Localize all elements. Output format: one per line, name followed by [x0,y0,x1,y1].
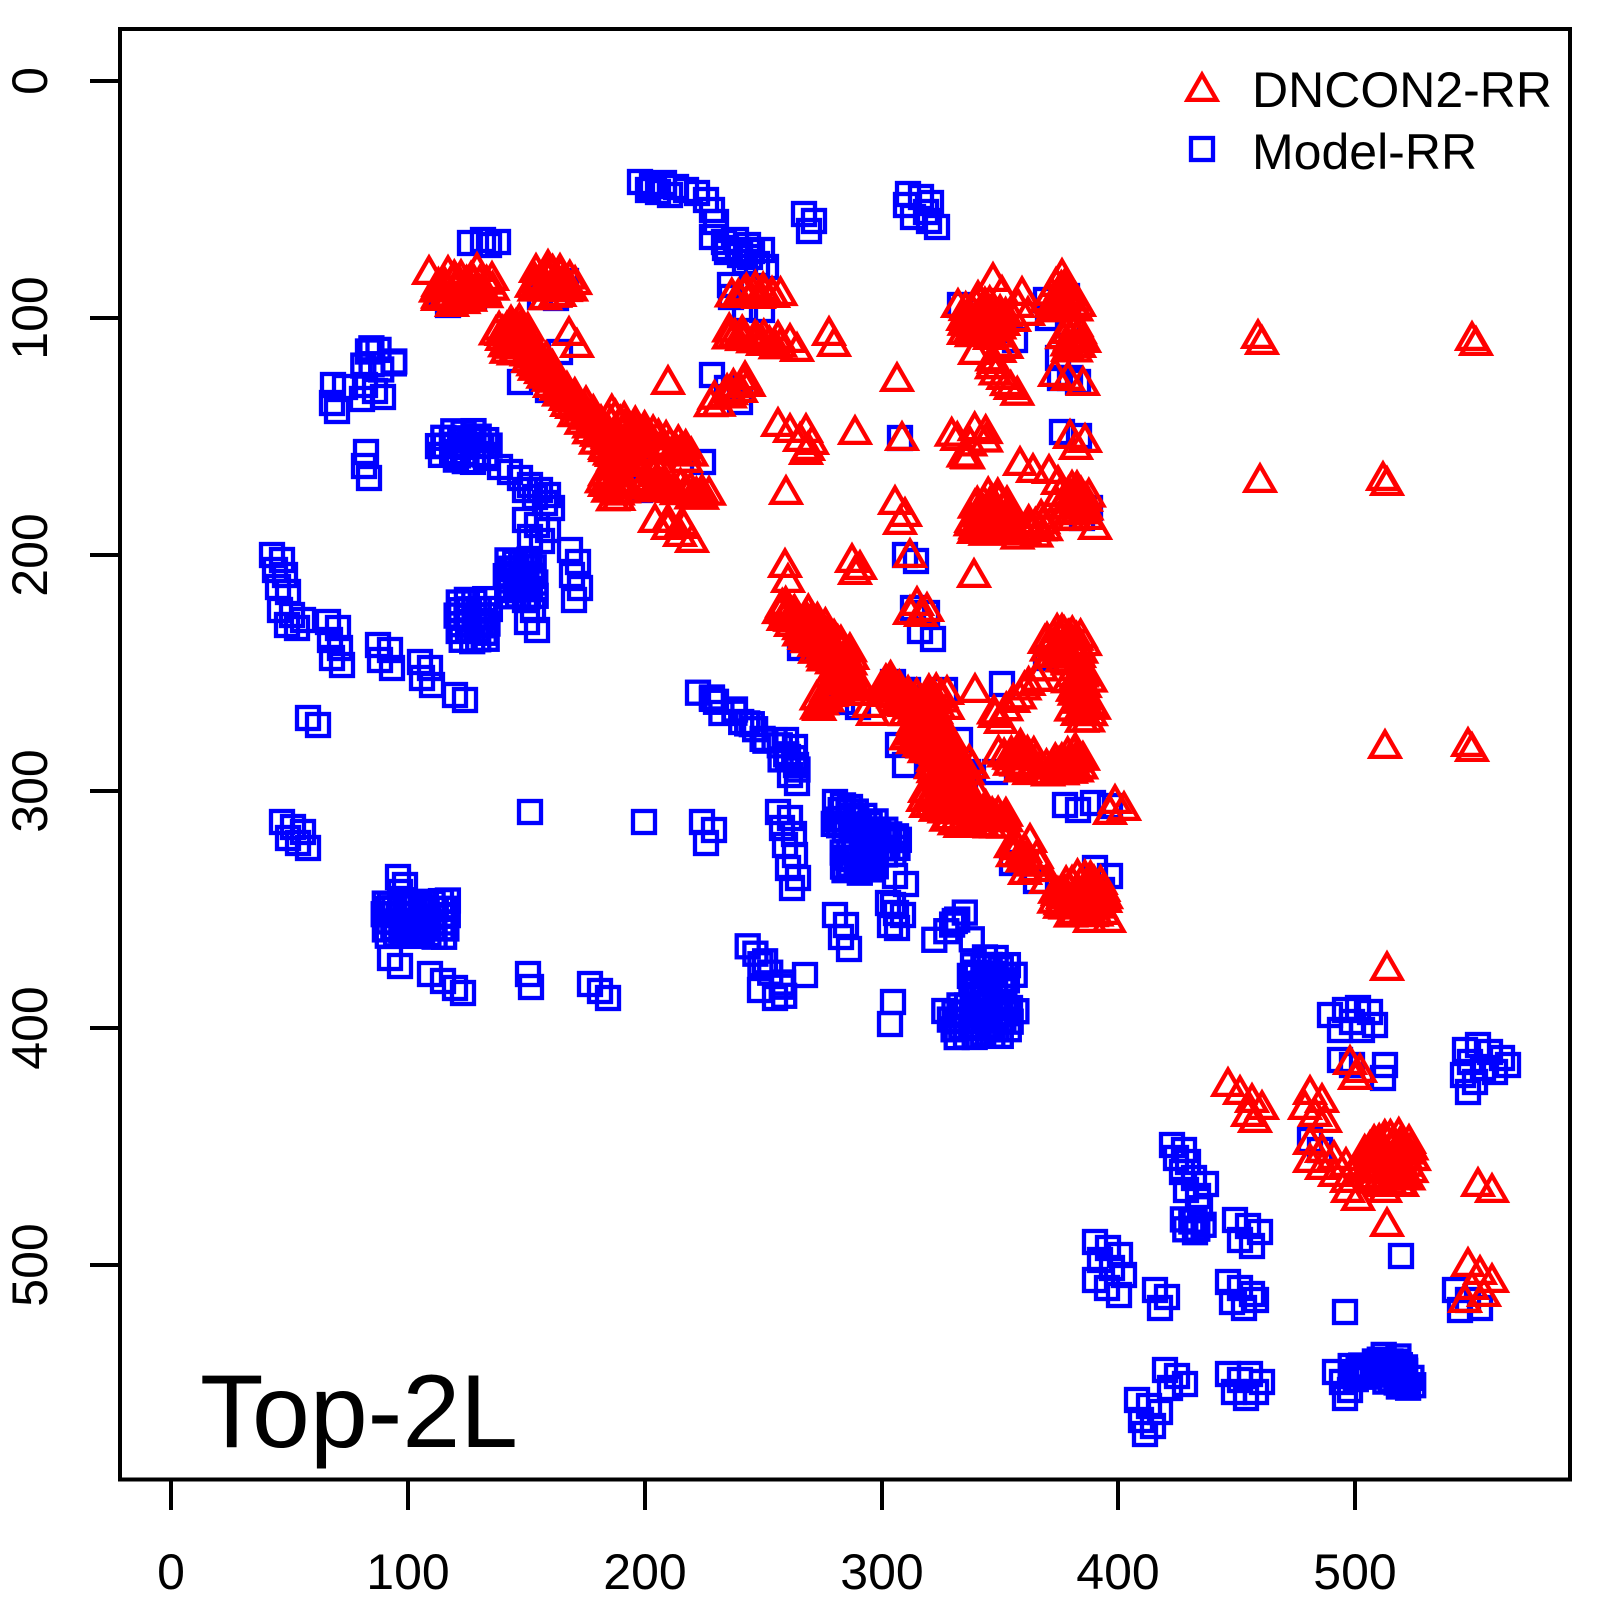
svg-text:200: 200 [603,1544,686,1600]
svg-text:Top-2L: Top-2L [200,1354,518,1470]
svg-text:100: 100 [366,1544,449,1600]
svg-text:500: 500 [1313,1544,1396,1600]
svg-text:0: 0 [157,1544,185,1600]
svg-text:300: 300 [840,1544,923,1600]
svg-text:200: 200 [2,513,58,596]
svg-text:400: 400 [2,986,58,1069]
svg-text:DNCON2-RR: DNCON2-RR [1252,62,1552,118]
svg-text:Model-RR: Model-RR [1252,124,1477,180]
svg-text:300: 300 [2,749,58,832]
svg-text:0: 0 [2,67,58,95]
svg-text:400: 400 [1076,1544,1159,1600]
svg-text:500: 500 [2,1223,58,1306]
svg-text:100: 100 [2,276,58,359]
